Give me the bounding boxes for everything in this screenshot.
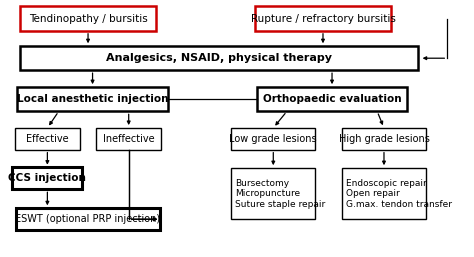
FancyBboxPatch shape [16, 208, 160, 230]
Text: Bursectomy
Micropuncture
Suture staple repair: Bursectomy Micropuncture Suture staple r… [235, 179, 325, 209]
Text: Effective: Effective [26, 134, 69, 144]
FancyBboxPatch shape [231, 168, 315, 219]
Text: Endoscopic repair
Open repair
G.max. tendon transfer: Endoscopic repair Open repair G.max. ten… [346, 179, 452, 209]
Text: High grade lesions: High grade lesions [338, 134, 429, 144]
FancyBboxPatch shape [12, 168, 82, 189]
Text: Orthopaedic evaluation: Orthopaedic evaluation [263, 94, 401, 104]
FancyBboxPatch shape [342, 128, 426, 150]
FancyBboxPatch shape [231, 128, 315, 150]
FancyBboxPatch shape [257, 87, 407, 111]
Text: ESWT (optional PRP injection): ESWT (optional PRP injection) [16, 214, 161, 224]
FancyBboxPatch shape [17, 87, 168, 111]
FancyBboxPatch shape [255, 6, 391, 31]
FancyBboxPatch shape [20, 46, 418, 70]
Text: Tendinopathy / bursitis: Tendinopathy / bursitis [28, 14, 147, 24]
Text: Analgesics, NSAID, physical therapy: Analgesics, NSAID, physical therapy [106, 53, 332, 63]
Text: Rupture / refractory bursitis: Rupture / refractory bursitis [251, 14, 395, 24]
Text: Low grade lesions: Low grade lesions [229, 134, 317, 144]
FancyBboxPatch shape [15, 128, 80, 150]
FancyBboxPatch shape [20, 6, 156, 31]
FancyBboxPatch shape [96, 128, 162, 150]
FancyBboxPatch shape [342, 168, 426, 219]
Text: CCS injection: CCS injection [9, 173, 86, 183]
Text: Ineffective: Ineffective [103, 134, 155, 144]
Text: Local anesthetic injection: Local anesthetic injection [17, 94, 168, 104]
